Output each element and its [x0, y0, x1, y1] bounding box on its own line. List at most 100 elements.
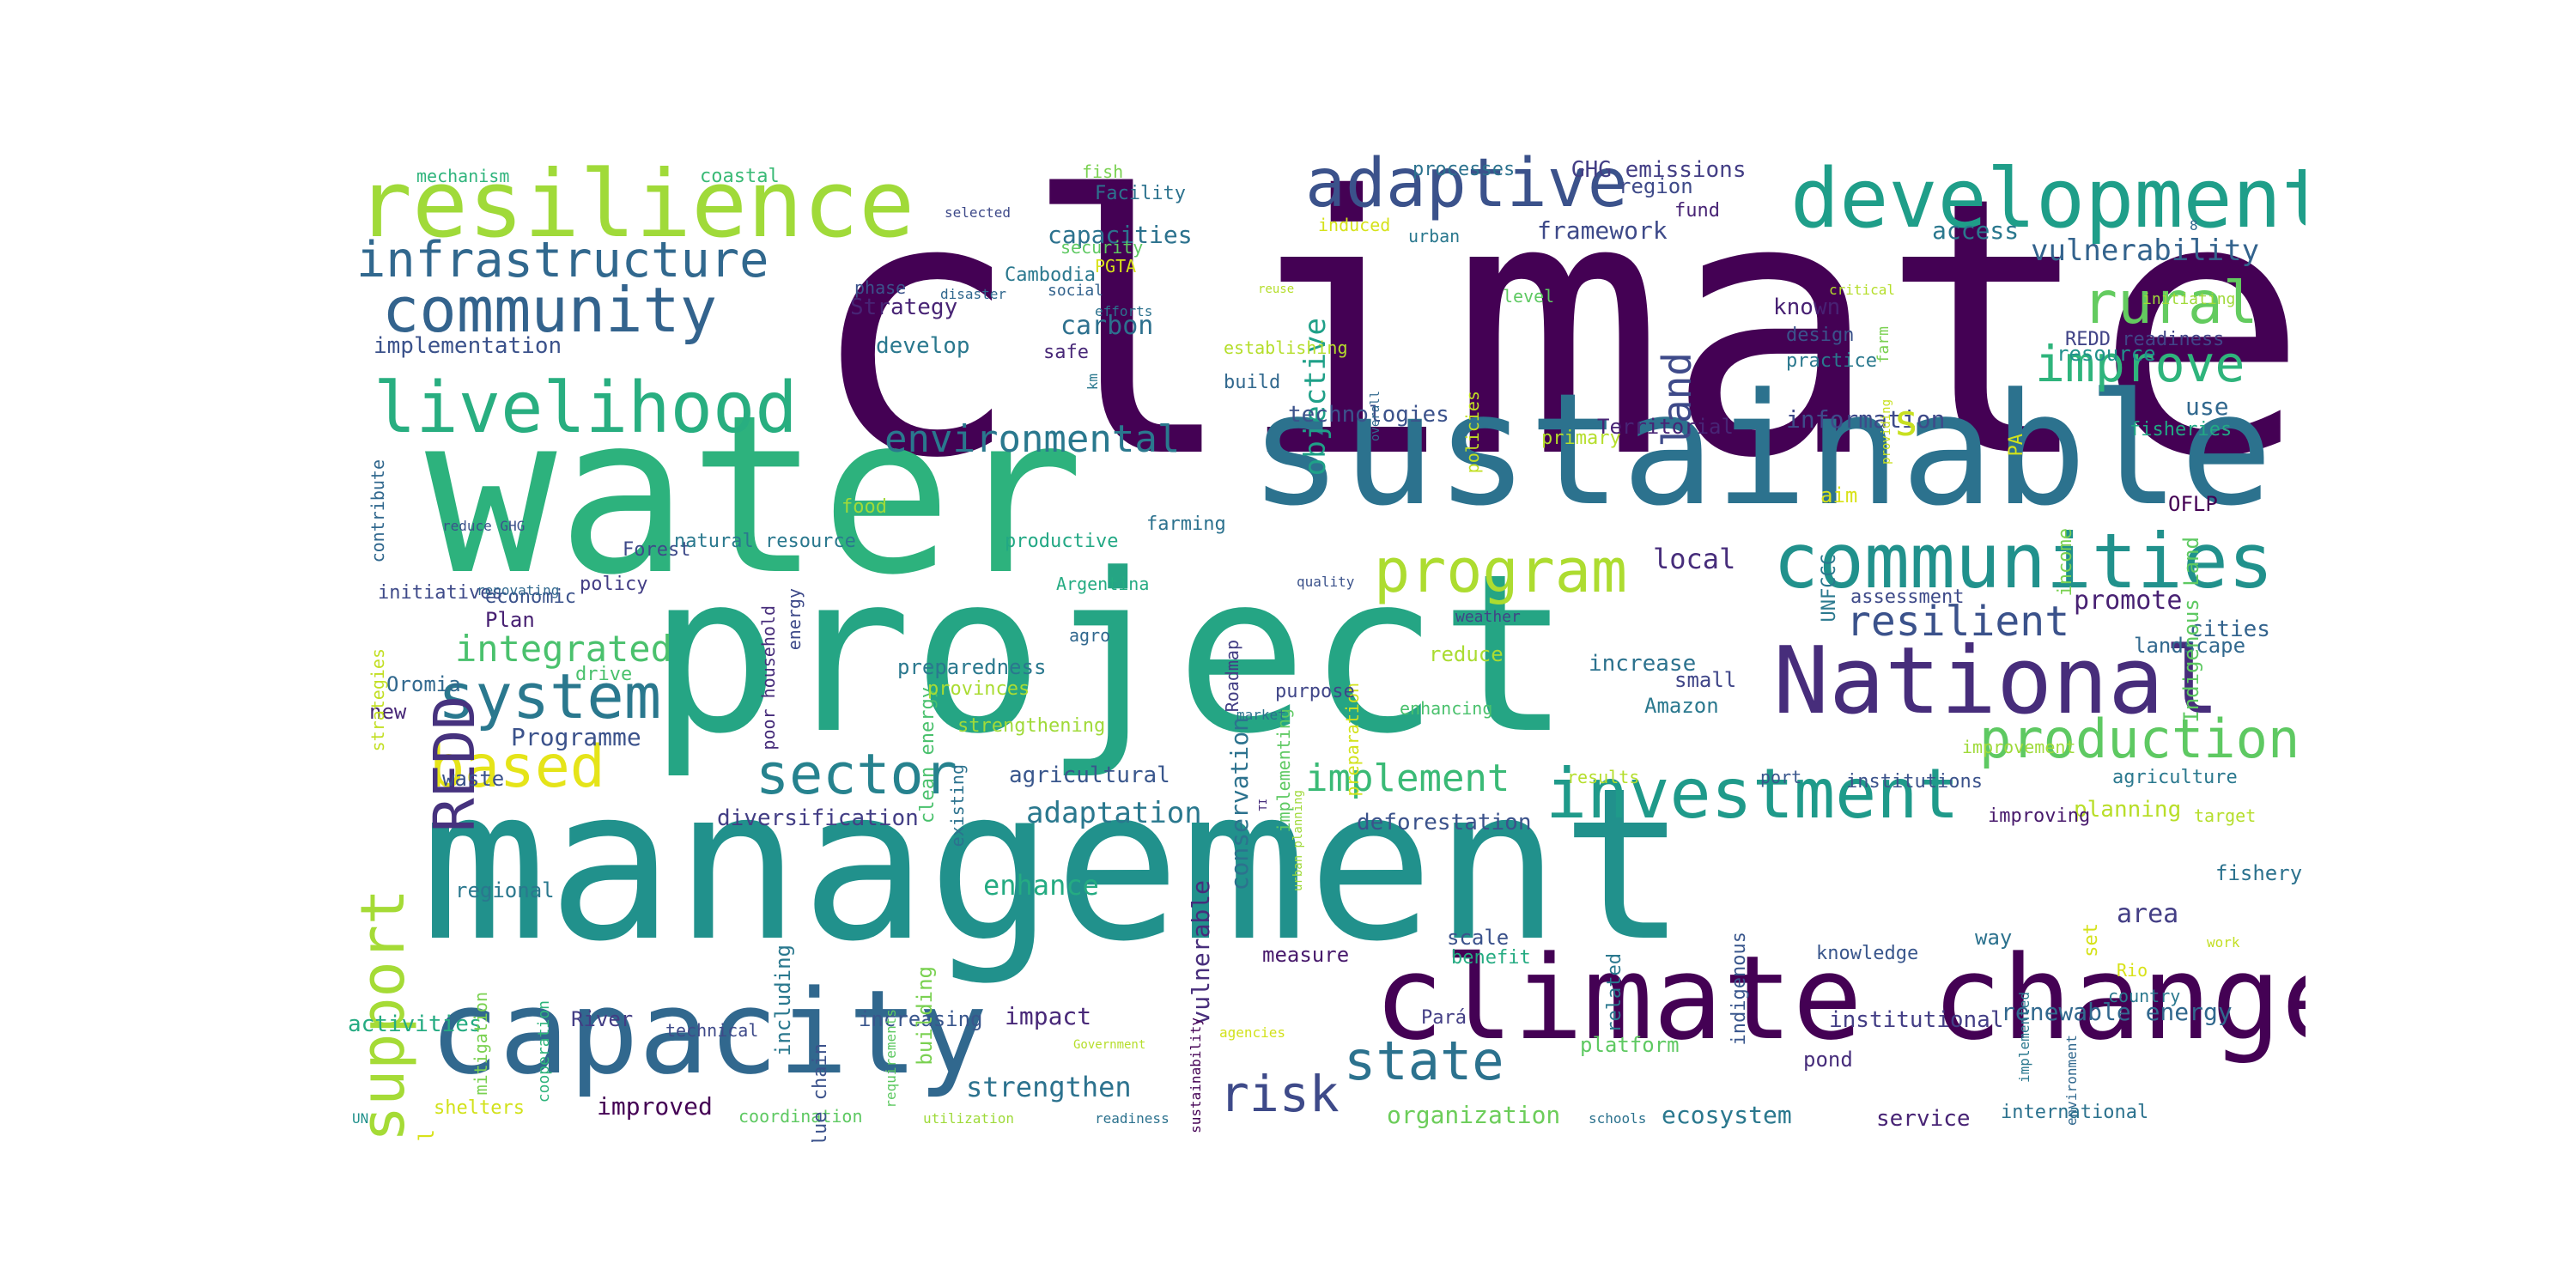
word-policy: policy [580, 574, 648, 595]
word-program: program [1374, 536, 1628, 606]
word-clean-energy: clean energy [917, 687, 939, 823]
word-vulnerability: vulnerability [2031, 234, 2260, 268]
word-social: social [1048, 282, 1104, 300]
word-improved: improved [597, 1092, 713, 1121]
word-pgta: PGTA [1095, 256, 1137, 276]
word-income: income [2055, 528, 2076, 597]
word-strategies: strategies [368, 648, 388, 752]
word-territorial: Territorial [1597, 415, 1734, 439]
word-indigenous-land: Indigenous Land [2179, 537, 2203, 723]
word-service: service [1876, 1106, 1971, 1132]
word-mitigation: mitigation [471, 992, 491, 1096]
word-8: 8 [2190, 217, 2198, 234]
word-provinces: provinces [927, 678, 1030, 700]
word-vulnerable: vulnerable [1187, 880, 1215, 1025]
word-sector: sector [756, 743, 957, 807]
word-new: new [369, 700, 407, 724]
word-water: water [425, 368, 1084, 623]
word-agricultural: agricultural [1009, 762, 1170, 788]
word-unfccc: UNFCCC [1819, 554, 1840, 623]
word-ti: TI [1257, 799, 1269, 811]
word-ecosystem: ecosystem [1662, 1101, 1792, 1129]
word-carbon: carbon [1060, 311, 1154, 341]
word-measure: measure [1262, 943, 1350, 967]
word-existing: existing [947, 764, 968, 848]
word-country: country [2108, 986, 2181, 1006]
word-contribute: contribute [368, 459, 388, 563]
word-forest: Forest [623, 539, 691, 561]
word-production: production [1979, 708, 2300, 770]
word-drive: drive [575, 664, 633, 685]
word-establishing: establishing [1224, 337, 1348, 358]
word-efforts: efforts [1095, 303, 1153, 319]
word-strategy: Strategy [850, 295, 958, 320]
word-government: Government [1073, 1038, 1146, 1052]
word-agencies: agencies [1219, 1024, 1286, 1041]
word-fisheries: fisheries [2129, 419, 2233, 440]
word-plan: Plan [485, 608, 535, 632]
word-coordination: coordination [738, 1106, 863, 1127]
word-local: local [1653, 543, 1736, 575]
word-disaster: disaster [940, 286, 1007, 302]
word-technical: technical [665, 1020, 759, 1041]
word-enhance: enhance [983, 869, 1099, 902]
word-argentina: Argentina [1056, 574, 1150, 594]
word-energy: energy [784, 588, 805, 651]
word-cooperation: cooperation [535, 1000, 553, 1103]
word-market: market [1236, 707, 1286, 723]
word-readiness: readiness [1095, 1110, 1170, 1127]
word-environmental: environmental [884, 417, 1181, 461]
word-requirements: requirements [883, 1009, 899, 1109]
word-capacities: capacities [1048, 221, 1193, 249]
word-pond: pond [1803, 1048, 1853, 1072]
word-resilience: resilience [356, 151, 915, 258]
word-area: area [2117, 899, 2179, 929]
word-redd-readiness: REDD readiness [2065, 329, 2225, 350]
word-sustainable: sustainable [1249, 361, 2274, 540]
word-develop: develop [876, 333, 970, 359]
word-system: system [438, 660, 662, 732]
word-weather: weather [1455, 608, 1521, 626]
word-initiatives: initiatives [378, 582, 503, 604]
word-safe: safe [1043, 342, 1089, 363]
word-adaptation: adaptation [1026, 796, 1202, 830]
word-knowledge: knowledge [1816, 943, 1919, 964]
word-critical: critical [1829, 282, 1896, 298]
word-mechanism: mechanism [416, 166, 510, 186]
word-impact: impact [1005, 1002, 1092, 1030]
word-schools: schools [1589, 1110, 1647, 1127]
word-work: work [2207, 934, 2240, 951]
word-port: port [1760, 767, 1802, 787]
word-selected: selected [945, 204, 1012, 221]
word-economic: economic [485, 586, 576, 608]
word-providing: providing [1880, 399, 1893, 465]
word-goal: Goal [415, 1129, 439, 1142]
word-scale: scale [1447, 926, 1510, 950]
word-conservation: conservation [1225, 717, 1254, 891]
word-diversification: diversification [717, 805, 919, 831]
word-institutions: institutions [1846, 771, 1983, 793]
word-value-chain: value chain [810, 1043, 831, 1142]
word-implementing: implementing [1273, 708, 1294, 833]
word-deforestation: deforestation [1357, 810, 1532, 835]
word-implemented: implemented [2016, 992, 2032, 1083]
word-renovating: renovating [477, 582, 560, 598]
word-reduce: reduce [1429, 642, 1504, 666]
word-enhancing: enhancing [1400, 698, 1493, 719]
word-policies: policies [1462, 391, 1483, 474]
word-amazon: Amazon [1644, 694, 1719, 718]
word-waste: waste [442, 767, 505, 791]
word-community: community [382, 274, 718, 346]
word-known: known [1773, 295, 1841, 320]
word-assessment: assessment [1850, 586, 1965, 608]
word-rio: Rio [2117, 960, 2148, 981]
word-processes: processes [1413, 159, 1516, 180]
word-regional: regional [455, 878, 555, 902]
word-based: based [429, 733, 605, 801]
word-organization: organization [1387, 1101, 1561, 1129]
word-quality: quality [1297, 574, 1355, 590]
word-preparedness: preparedness [897, 655, 1047, 679]
word-roadmap: Roadmap [1222, 640, 1242, 713]
word-national: National [1773, 628, 2221, 735]
word-un: UN [352, 1110, 369, 1127]
